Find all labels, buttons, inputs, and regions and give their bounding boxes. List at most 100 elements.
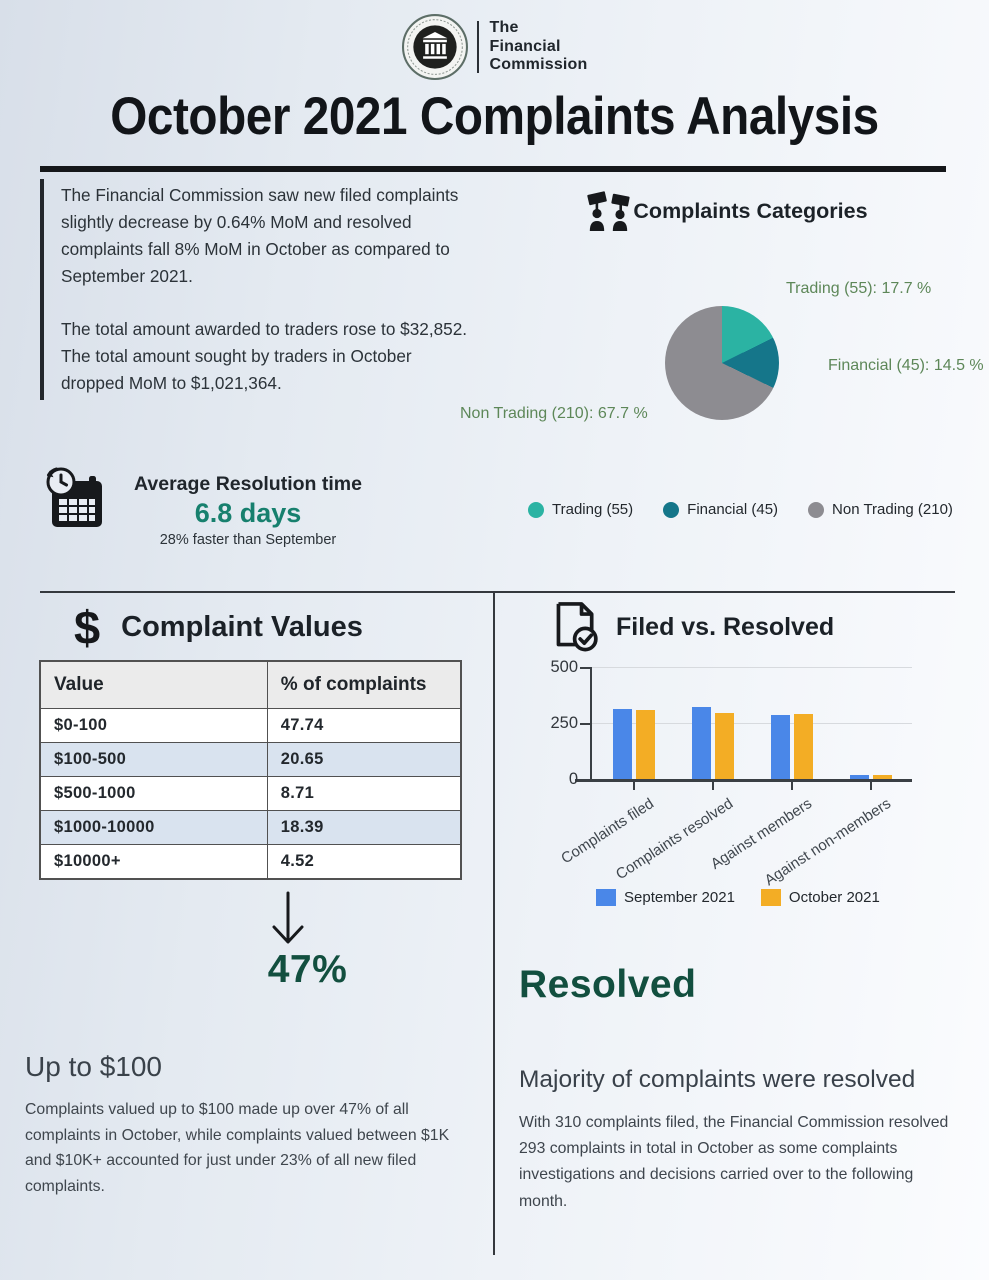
pie-callout-non-trading: Non Trading (210): 67.7 % xyxy=(460,405,648,422)
complaint-values-table: Value% of complaints $0-100 47.74 $100-500… xyxy=(39,660,462,880)
legend-dot-icon xyxy=(663,501,680,518)
intro-paragraph-2: The total amount awarded to traders rose… xyxy=(61,319,468,393)
x-axis xyxy=(575,779,912,782)
bar-chart-legend: September 2021 October 2021 xyxy=(596,889,880,906)
logo-divider xyxy=(476,21,479,73)
document-check-icon xyxy=(556,602,598,652)
legend-label: Financial (45) xyxy=(687,501,779,518)
table-row: $0-100 47.74 xyxy=(40,708,462,743)
column-header: % of complaints xyxy=(266,661,462,709)
table-row: $500-1000 8.71 xyxy=(40,776,462,811)
legend-label: October 2021 xyxy=(788,889,880,906)
page-title: October 2021 Complaints Analysis xyxy=(110,87,879,146)
filed-vs-resolved-bar-chart: September 2021 October 2021 Complaints fi… xyxy=(520,655,955,925)
bar-group xyxy=(613,667,655,779)
bar-september-2021 xyxy=(771,714,790,779)
horizontal-divider xyxy=(40,591,955,593)
table-header-row: Value% of complaints xyxy=(40,661,462,709)
y-axis-tick-label: 500 xyxy=(550,658,578,676)
bar-october-2021 xyxy=(794,714,813,779)
column-header: Value xyxy=(40,661,268,709)
y-axis-tick xyxy=(580,667,590,669)
table-cell: $500-1000 xyxy=(40,776,268,811)
gridline-250 xyxy=(590,723,912,724)
bar-october-2021 xyxy=(873,775,892,779)
legend-swatch-icon xyxy=(596,889,616,906)
bar-legend-item: September 2021 xyxy=(596,889,735,906)
bar-september-2021 xyxy=(692,706,711,779)
clock-calendar-icon xyxy=(46,467,102,527)
pie-callout-financial: Financial (45): 14.5 % xyxy=(828,357,984,374)
resolution-time-block: Average Resolution time 6.8 days 28% fas… xyxy=(108,473,388,548)
bar-group xyxy=(692,667,734,779)
filed-vs-resolved-header: Filed vs. Resolved xyxy=(552,601,834,653)
x-axis-tick xyxy=(870,782,872,790)
complaint-values-paragraph: Complaints valued up to $100 made up ove… xyxy=(25,1101,450,1195)
legend-label: September 2021 xyxy=(624,889,735,906)
gridline-500 xyxy=(590,667,912,668)
arrow-down-icon xyxy=(272,891,304,944)
legend-label: Trading (55) xyxy=(552,501,634,518)
bar-september-2021 xyxy=(850,774,869,779)
table-row: $1000-10000 18.39 xyxy=(40,810,462,845)
resolution-time-note: 28% faster than September xyxy=(159,532,337,548)
table-cell: $10000+ xyxy=(40,844,268,879)
pie-legend-item: Financial (45) xyxy=(663,501,778,518)
brand-name-line: Financial xyxy=(489,37,561,55)
resolution-time-heading: Average Resolution time xyxy=(134,473,362,495)
x-axis-tick xyxy=(712,782,714,790)
bar-group xyxy=(771,667,813,779)
resolved-heading: Resolved xyxy=(519,963,697,1006)
bar-chart-title: Filed vs. Resolved xyxy=(616,612,835,641)
vertical-divider xyxy=(493,591,495,1255)
pie-callout-trading: Trading (55): 17.7 % xyxy=(786,280,932,297)
y-axis xyxy=(590,667,592,779)
brand-name: The Financial Commission xyxy=(489,19,587,74)
resolved-subheading: Majority of complaints were resolved xyxy=(519,1066,916,1093)
x-axis-tick xyxy=(633,782,635,790)
up-to-100-subheading: Up to $100 xyxy=(25,1051,162,1082)
y-axis-tick xyxy=(580,723,590,725)
table-cell: $100-500 xyxy=(40,742,268,777)
legend-label: Non Trading (210) xyxy=(832,501,953,518)
table-cell: 18.39 xyxy=(266,810,462,845)
bar-legend-item: October 2021 xyxy=(760,889,880,906)
brand-name-line: Commission xyxy=(489,56,588,74)
table-row: $10000+ 4.52 xyxy=(40,844,462,879)
pie-legend-item: Trading (55) xyxy=(528,501,633,518)
title-rule xyxy=(40,166,946,172)
y-axis-tick-label: 0 xyxy=(568,770,578,788)
legend-swatch-icon xyxy=(760,889,781,906)
table-cell: 8.71 xyxy=(266,776,462,811)
table-cell: 4.52 xyxy=(266,844,462,879)
x-axis-tick xyxy=(791,782,793,790)
y-axis-tick-label: 250 xyxy=(550,714,578,732)
complaint-values-header: $ Complaint Values xyxy=(74,604,363,651)
people-with-signs-icon xyxy=(587,191,631,231)
table-cell: 20.65 xyxy=(266,742,462,777)
brand-name-line: The xyxy=(489,19,519,37)
bar-september-2021 xyxy=(613,709,632,779)
highlight-percentage: 47% xyxy=(267,948,348,991)
dollar-icon: $ xyxy=(74,601,101,654)
pie-chart-title: Complaints Categories xyxy=(633,198,868,223)
legend-dot-icon xyxy=(528,501,544,518)
resolved-paragraph: With 310 complaints filed, the Financial… xyxy=(519,1114,949,1210)
pie-legend-item: Non Trading (210) xyxy=(808,501,953,518)
table-cell: $1000-10000 xyxy=(40,810,268,845)
complaint-values-title: Complaint Values xyxy=(121,611,363,643)
table-cell: 47.74 xyxy=(266,708,462,743)
resolution-time-value: 6.8 days xyxy=(194,498,302,528)
bank-columns-emblem-icon xyxy=(401,14,468,80)
complaints-categories-header: Complaints Categories xyxy=(500,190,955,232)
intro-text-block: The Financial Commission saw new filed c… xyxy=(40,179,472,400)
table-row: $100-500 20.65 xyxy=(40,742,462,777)
intro-paragraph-1: The Financial Commission saw new filed c… xyxy=(61,185,459,286)
bar-group xyxy=(850,667,892,779)
legend-dot-icon xyxy=(808,501,825,518)
pie-legend: Trading (55) Financial (45) Non Trading (2… xyxy=(528,501,953,518)
brand-logo: The Financial Commission xyxy=(401,14,587,80)
complaints-categories-pie-chart xyxy=(665,306,779,420)
bar-october-2021 xyxy=(636,709,655,779)
